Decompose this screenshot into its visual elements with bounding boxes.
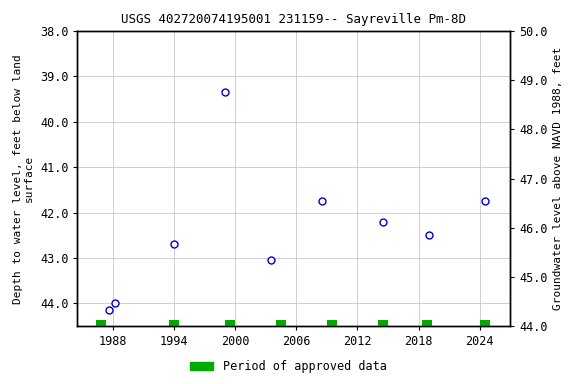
- Legend: Period of approved data: Period of approved data: [185, 356, 391, 378]
- Bar: [96, 320, 106, 326]
- Bar: [378, 320, 388, 326]
- Bar: [422, 320, 432, 326]
- Y-axis label: Groundwater level above NAVD 1988, feet: Groundwater level above NAVD 1988, feet: [554, 47, 563, 310]
- Bar: [327, 320, 337, 326]
- Bar: [225, 320, 235, 326]
- Y-axis label: Depth to water level, feet below land
surface: Depth to water level, feet below land su…: [13, 54, 35, 303]
- Bar: [276, 320, 286, 326]
- Bar: [169, 320, 179, 326]
- Bar: [480, 320, 490, 326]
- Title: USGS 402720074195001 231159-- Sayreville Pm-8D: USGS 402720074195001 231159-- Sayreville…: [122, 13, 467, 26]
